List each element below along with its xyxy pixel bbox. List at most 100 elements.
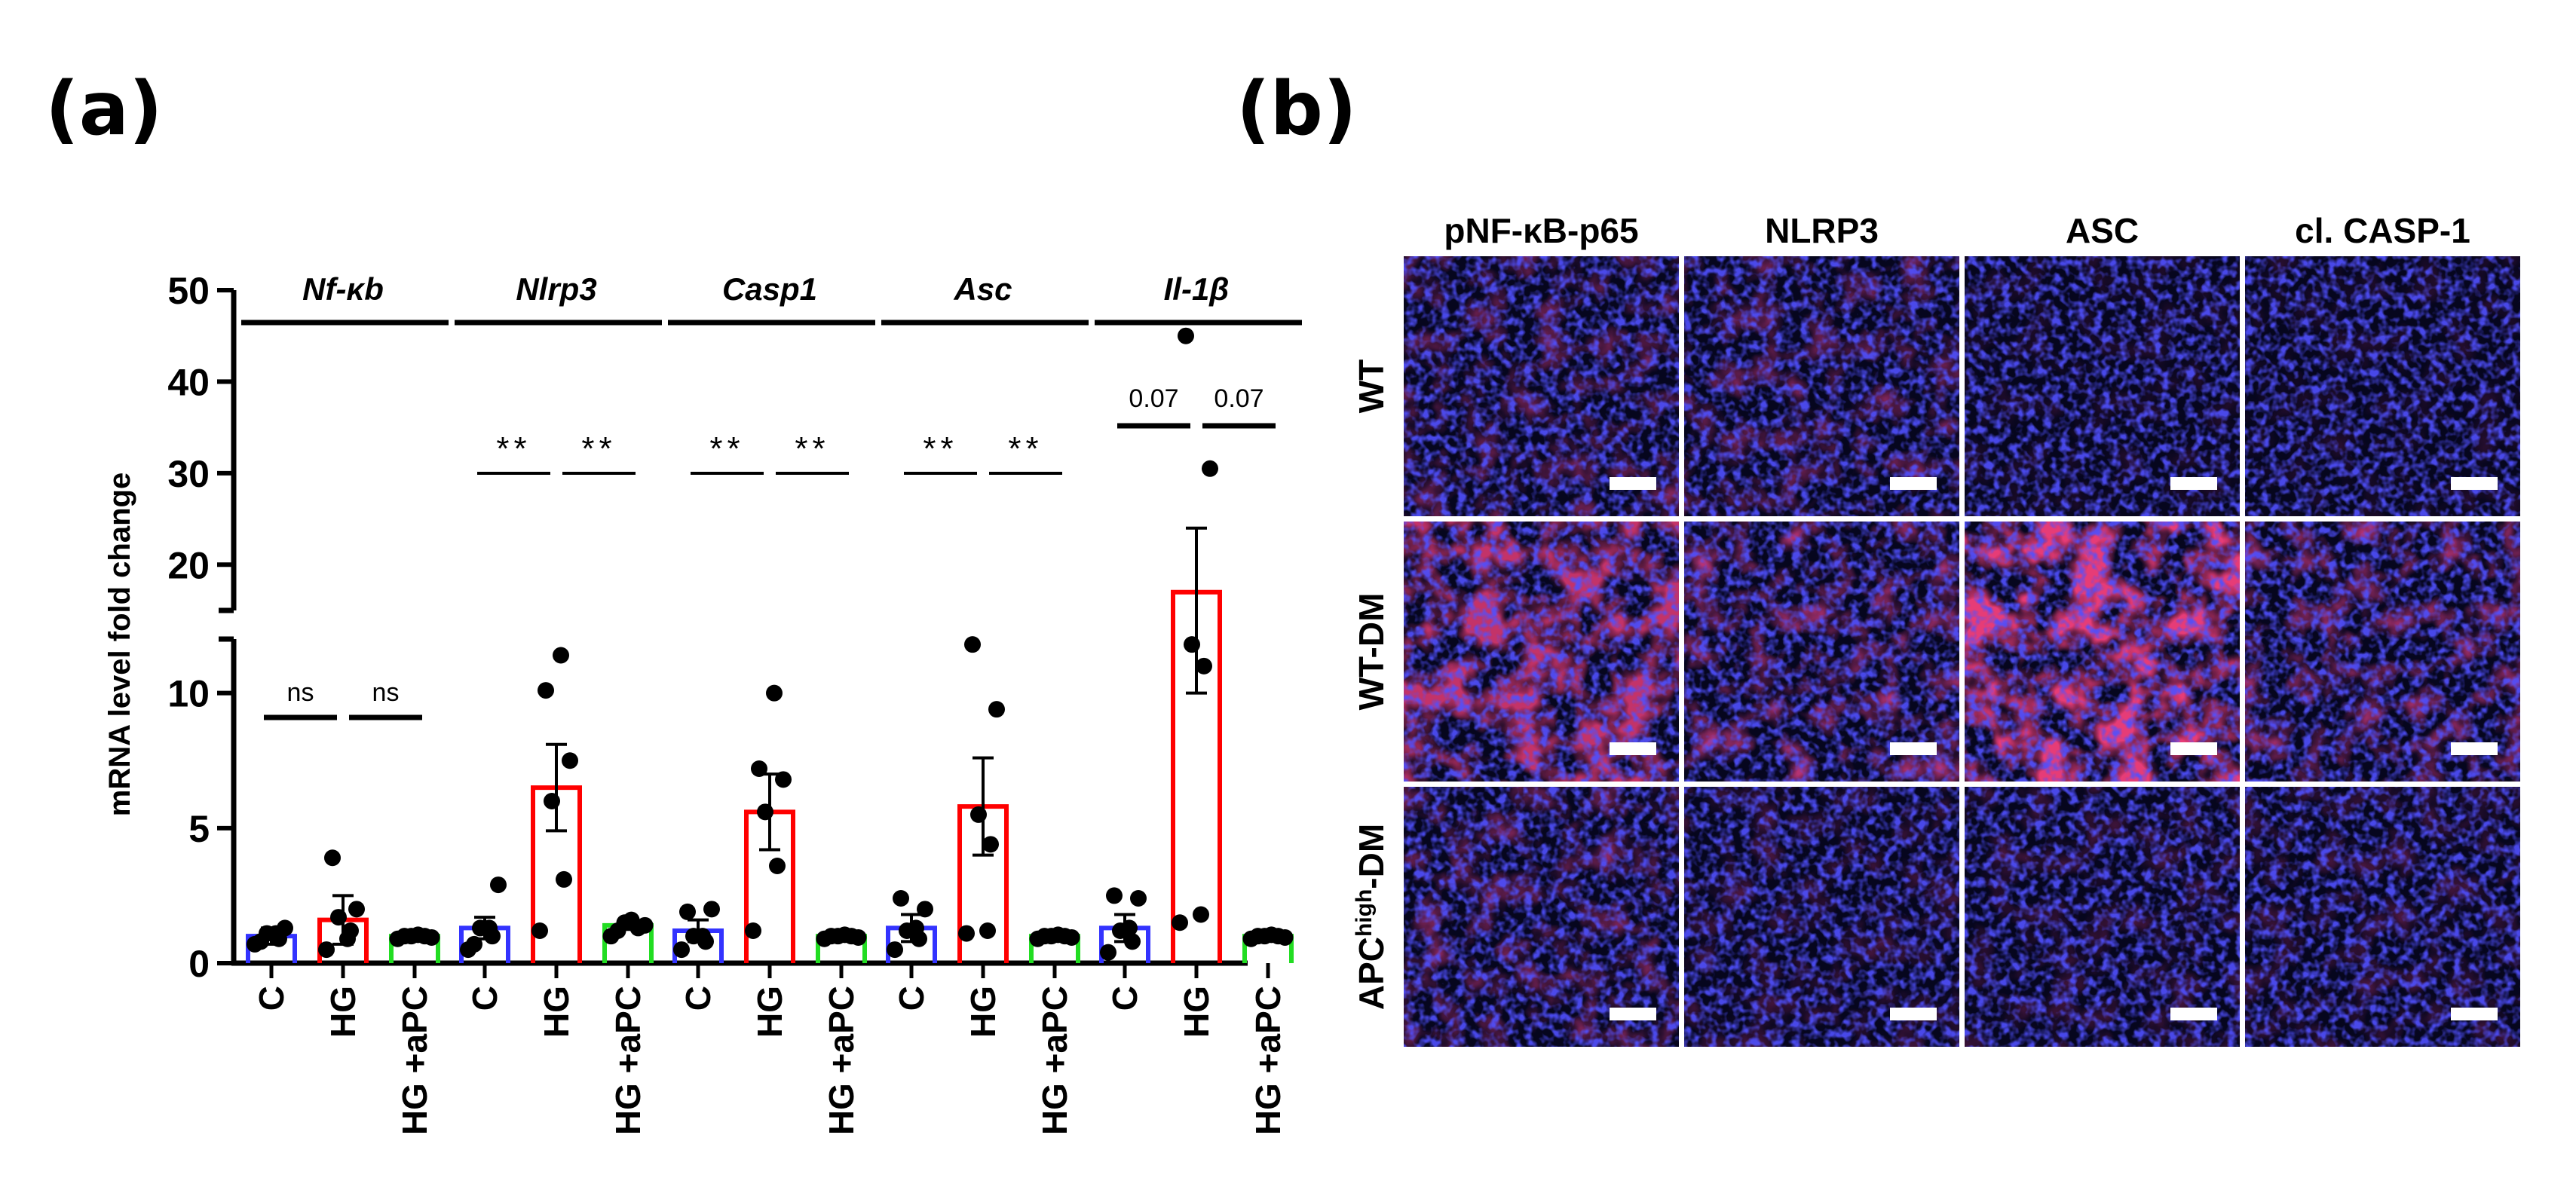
significance-label: ** xyxy=(581,430,616,467)
column-header: NLRP3 xyxy=(1765,211,1879,250)
micrograph-tile xyxy=(2245,787,2520,1047)
x-tick-label: HG +aPC xyxy=(608,986,648,1135)
x-tick-label: HG xyxy=(537,986,576,1038)
x-tick-label: C xyxy=(465,986,504,1011)
gene-title: Nf-κb xyxy=(302,271,384,307)
data-point xyxy=(1121,919,1138,937)
data-point xyxy=(970,806,987,823)
x-tick-label: C xyxy=(252,986,291,1011)
data-point xyxy=(339,930,356,947)
nuclear-stain xyxy=(2245,256,2520,516)
nuclear-stain xyxy=(1404,787,1679,1047)
data-point xyxy=(850,928,867,946)
x-tick-label: HG +aPC xyxy=(395,986,434,1135)
data-point xyxy=(1178,327,1194,344)
scale-bar xyxy=(2170,1008,2217,1020)
y-axis-label: mRNA level fold change xyxy=(103,473,136,816)
micrograph-tile xyxy=(1965,787,2240,1047)
data-point xyxy=(917,901,933,918)
scale-bar xyxy=(2170,477,2217,490)
micrograph-tile xyxy=(1404,522,1679,782)
data-point xyxy=(330,909,347,926)
microscopy-panel: pNF-κB-p65 NLRP3 ASC cl. CASP-1 WT WT-DM APChi… xyxy=(1352,211,2520,1047)
x-tick-label: HG +aPC xyxy=(1248,986,1288,1135)
x-tick-label: HG xyxy=(750,986,789,1038)
data-point xyxy=(544,793,560,809)
nuclear-stain xyxy=(1404,522,1679,782)
y-tick-label: 0 xyxy=(188,943,210,985)
gene-title: Nlrp3 xyxy=(516,271,596,307)
data-point xyxy=(481,919,498,937)
data-point xyxy=(348,901,365,918)
scale-bar xyxy=(1890,742,1937,755)
data-point xyxy=(1202,460,1218,477)
micrograph-tile xyxy=(1965,256,2240,516)
gene-title: Asc xyxy=(953,271,1012,307)
significance-label: 0.07 xyxy=(1214,384,1263,413)
column-header: pNF-κB-p65 xyxy=(1444,211,1638,250)
nuclear-stain xyxy=(1684,256,1959,516)
panel-b-label: (b) xyxy=(1236,66,1357,152)
bar-chart: 0 5 10 20 30 40 50 Nf-κb ns ns C HG HG +aPC Nlrp3 ** **… xyxy=(167,270,1302,1135)
data-point xyxy=(1124,933,1141,950)
data-point xyxy=(253,933,269,950)
data-point xyxy=(1196,657,1212,675)
scale-bar xyxy=(1890,1008,1937,1020)
data-point xyxy=(324,849,341,867)
nuclear-stain xyxy=(1965,256,2240,516)
data-point xyxy=(556,870,572,888)
data-point xyxy=(979,922,996,939)
data-point xyxy=(988,701,1005,718)
y-tick-label: 10 xyxy=(167,673,210,715)
significance-label: ** xyxy=(923,430,957,467)
scale-bar xyxy=(1610,742,1656,755)
x-tick-label: C xyxy=(892,986,931,1011)
gene-title: Il-1β xyxy=(1164,271,1230,307)
significance-label: ns xyxy=(372,678,400,707)
y-tick-label: 40 xyxy=(167,361,210,403)
data-point xyxy=(1100,944,1116,961)
data-point xyxy=(703,901,720,918)
x-tick-label: HG xyxy=(1177,986,1216,1038)
nuclear-stain xyxy=(1684,522,1959,782)
y-tick-label: 20 xyxy=(167,544,210,586)
micrograph-tile xyxy=(1404,787,1679,1047)
data-point xyxy=(423,928,440,946)
data-point xyxy=(553,647,569,664)
data-point xyxy=(562,752,578,769)
data-point xyxy=(531,922,548,939)
micrograph-tile xyxy=(1684,522,1959,782)
x-tick-label: HG +aPC xyxy=(822,986,861,1135)
nuclear-stain xyxy=(1684,787,1959,1047)
data-point xyxy=(1193,906,1209,923)
significance-label: ** xyxy=(795,430,829,467)
data-point xyxy=(673,941,690,959)
micrograph-tile xyxy=(2245,256,2520,516)
column-header: ASC xyxy=(2066,211,2139,250)
data-point xyxy=(694,928,711,945)
row-label: WT xyxy=(1352,359,1391,414)
panel-a-label: (a) xyxy=(45,66,163,152)
data-point xyxy=(636,916,654,934)
data-point xyxy=(769,858,786,874)
significance-label: 0.07 xyxy=(1129,384,1178,413)
data-point xyxy=(538,682,554,699)
gene-title: Casp1 xyxy=(722,271,817,307)
column-header: cl. CASP-1 xyxy=(2295,211,2470,250)
x-tick-label: HG xyxy=(323,986,363,1038)
x-tick-label: C xyxy=(678,986,718,1011)
data-point xyxy=(1063,928,1080,946)
data-point xyxy=(268,925,284,942)
scale-bar xyxy=(1610,1008,1656,1020)
significance-label: ** xyxy=(496,430,531,467)
data-point xyxy=(775,771,792,788)
scale-bar xyxy=(1610,477,1656,490)
significance-label: ** xyxy=(709,430,744,467)
x-tick-label: C xyxy=(1105,986,1144,1011)
scale-bar xyxy=(2451,477,2498,490)
nuclear-stain xyxy=(2245,787,2520,1047)
data-point xyxy=(1172,914,1188,931)
data-point xyxy=(893,890,909,907)
data-point xyxy=(679,903,696,920)
